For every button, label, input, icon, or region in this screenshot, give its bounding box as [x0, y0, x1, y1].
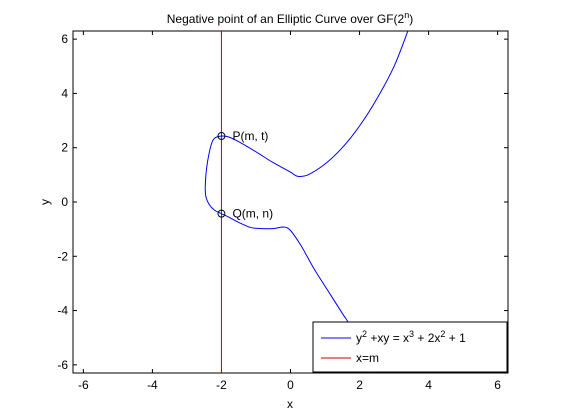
x-tick-label: -2	[216, 378, 227, 392]
x-tick-label: 4	[425, 378, 432, 392]
chart-title: Negative point of an Elliptic Curve over…	[167, 10, 413, 26]
y-tick-labels: -6 -4 -2 0 2 4 6	[57, 32, 68, 372]
x-tick-label: 0	[287, 378, 294, 392]
title-superscript: n	[404, 10, 409, 20]
elliptic-curve-upper-branch	[204, 31, 409, 189]
title-main: Negative point of an Elliptic Curve over…	[167, 12, 405, 26]
legend-box	[312, 321, 508, 373]
plot-area	[72, 30, 509, 374]
legend: y2 +xy = x3 + 2x2 + 1 x=m	[312, 321, 508, 373]
title-end: )	[409, 12, 413, 26]
point-q-marker	[217, 209, 226, 218]
y-tick-label: 0	[61, 195, 68, 209]
y-tick-label: 2	[61, 141, 68, 155]
point-q-label: Q(m, n)	[232, 207, 273, 221]
elliptic-curve-lower-branch	[204, 188, 373, 373]
x-tick-label: -4	[147, 378, 158, 392]
legend-entry-vline: x=m	[356, 351, 379, 365]
y-tick-label: 4	[61, 86, 68, 100]
y-axis-label: y	[38, 199, 52, 205]
y-tick-label: -2	[57, 249, 68, 263]
x-tick-label: 6	[494, 378, 501, 392]
x-tick-label: -6	[78, 378, 89, 392]
y-tick-label: -4	[57, 304, 68, 318]
point-p-label: P(m, t)	[232, 129, 268, 143]
legend-entry-curve: y2 +xy = x3 + 2x2 + 1	[356, 329, 466, 345]
point-p-marker	[217, 132, 226, 141]
y-tick-label: -6	[57, 358, 68, 372]
x-tick-label: 2	[356, 378, 363, 392]
y-tick-label: 6	[61, 32, 68, 46]
x-tick-labels: -6 -4 -2 0 2 4 6	[78, 378, 501, 392]
x-axis-label: x	[287, 397, 293, 411]
